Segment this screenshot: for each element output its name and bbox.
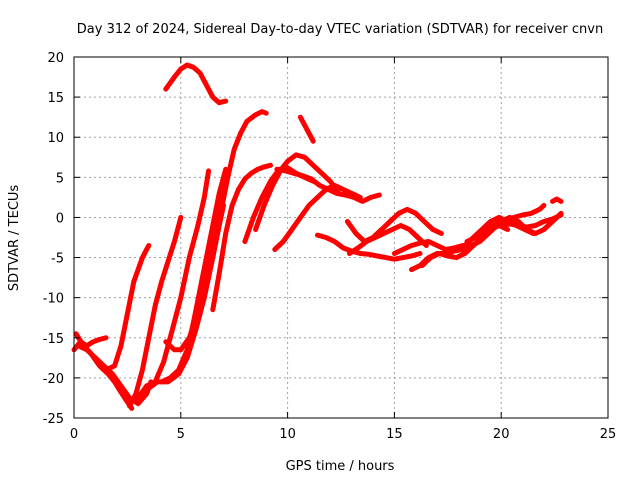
series-arc-28 [550,196,564,204]
series-arc-5 [127,214,184,409]
series-arc-21 [391,239,466,256]
y-tick-labels: -25 -20 -15 -10 -5 0 5 10 15 20 [43,51,64,427]
x-tick-label: 15 [386,427,403,442]
series-arc-13 [253,152,342,232]
series-arc-11 [206,109,269,269]
grid-lines [74,57,608,418]
y-axis-label: SDTVAR / TECUs [7,185,22,292]
series-arc-19 [344,206,444,244]
x-axis-label: GPS time / hours [286,459,395,474]
y-tick-label: 0 [56,211,64,226]
series-arc-10 [210,162,273,313]
y-tick-label: 5 [56,171,64,186]
y-tick-label: -10 [43,292,64,307]
x-tick-label: 25 [600,427,617,442]
y-tick-label: -20 [43,372,64,387]
series-arc-9 [159,166,229,385]
y-tick-label: -5 [51,252,64,267]
y-tick-label: -25 [43,412,64,427]
series-arc-27 [477,202,547,236]
data-series [71,62,564,411]
series-arc-20 [347,223,429,256]
x-tick-label: 5 [177,427,185,442]
x-tick-label: 0 [70,427,78,442]
x-tick-label: 10 [279,427,296,442]
x-tick-labels: 0 5 10 15 20 25 [70,427,616,442]
y-tick-label: 20 [47,51,64,66]
y-tick-label: 15 [47,91,64,106]
series-arc-16 [297,114,316,144]
series-arc-17 [163,62,229,106]
plot-frame [73,56,609,419]
series-arc-15 [272,182,363,252]
y-tick-label: -15 [43,332,64,347]
x-tick-label: 20 [493,427,510,442]
chart-title: Day 312 of 2024, Sidereal Day-to-day VTE… [77,22,603,37]
y-tick-label: 10 [47,131,64,146]
series-arc-18 [315,232,423,262]
series-arc-4 [103,243,152,373]
series-arc-3 [75,343,154,407]
axis-ticks [73,56,609,419]
